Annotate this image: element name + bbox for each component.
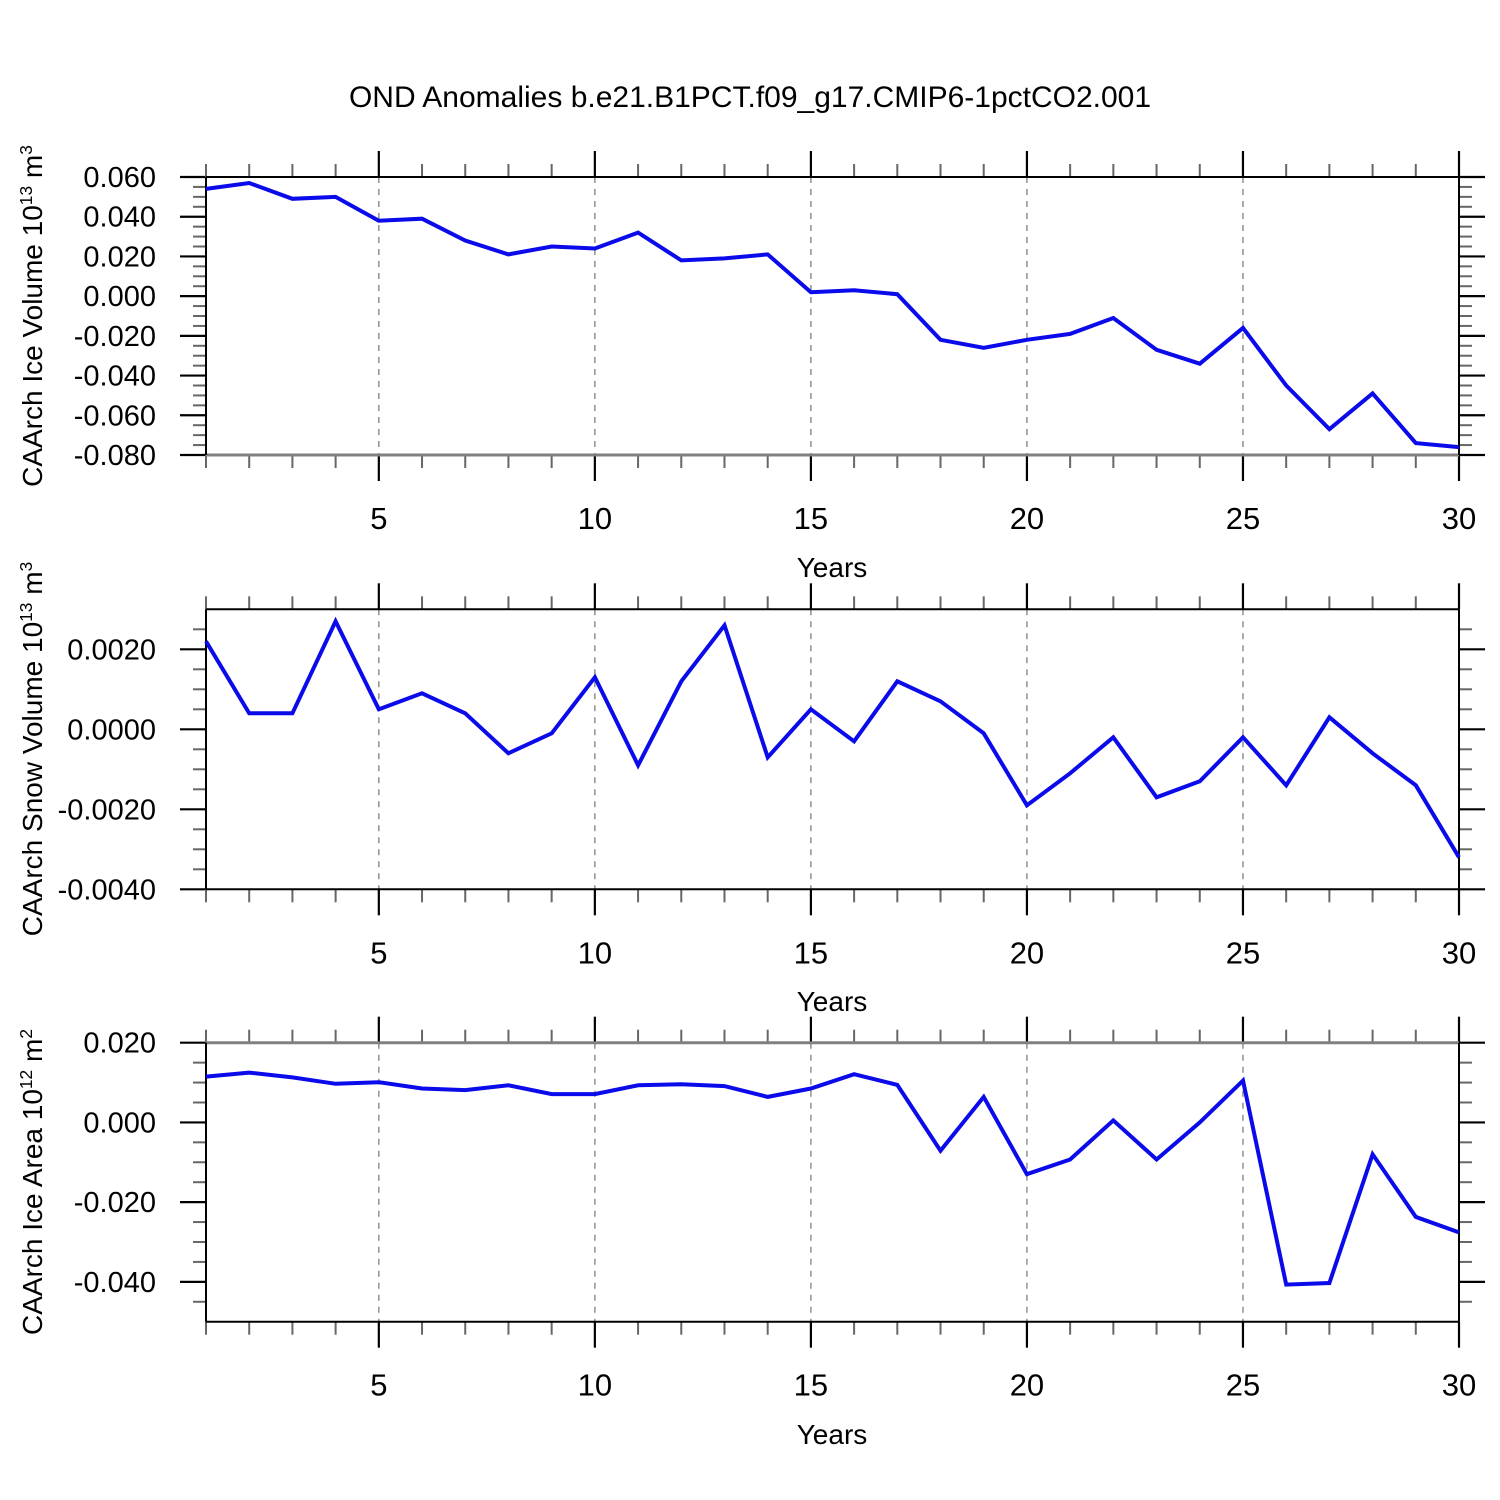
y-axis-title-text: m — [17, 154, 48, 186]
x-tick-label: 30 — [1442, 1368, 1476, 1403]
x-tick-label: 20 — [1010, 1368, 1044, 1403]
y-axis-title-superscript: 3 — [16, 561, 37, 572]
data-line-ice-area — [205, 1070, 1460, 1287]
y-axis-title-text: CAArch Snow Volume 10 — [17, 621, 48, 937]
x-tick-label: 20 — [1010, 935, 1044, 970]
y-tick-label: 0.000 — [83, 1107, 156, 1139]
x-tick-label: 30 — [1442, 935, 1476, 970]
data-line-ice-volume — [205, 180, 1460, 450]
x-axis-title-panel1: Years — [796, 552, 868, 583]
x-tick-label: 15 — [794, 501, 828, 536]
y-tick-label: 0.0020 — [67, 634, 156, 666]
data-line-snow-volume — [204, 616, 1461, 859]
x-tick-label: 5 — [370, 935, 387, 970]
x-tick-label: 5 — [370, 1368, 387, 1403]
panel-ice-volume: 0.060 0.040 0.020 0.000 -0.020 -0.040 -0.060 -0… — [74, 151, 1485, 536]
x-tick-label: 10 — [578, 935, 612, 970]
x-tick-label: 25 — [1226, 1368, 1260, 1403]
y-axis-title-superscript: 12 — [16, 1069, 37, 1090]
x-tick-label: 25 — [1226, 935, 1260, 970]
y-tick-label: -0.020 — [74, 1187, 156, 1219]
y-tick-label: 0.000 — [83, 281, 156, 313]
y-tick-label: -0.040 — [74, 1267, 156, 1299]
x-tick-label: 5 — [370, 501, 387, 536]
y-tick-label: -0.040 — [74, 361, 156, 393]
x-tick-label: 30 — [1442, 501, 1476, 536]
chart-title: OND Anomalies b.e21.B1PCT.f09_g17.CMIP6-… — [348, 81, 1152, 114]
y-tick-label: -0.0020 — [58, 794, 156, 826]
x-tick-label: 25 — [1226, 501, 1260, 536]
x-tick-label: 15 — [794, 1368, 828, 1403]
y-axis-title-text: CAArch Ice Volume 10 — [17, 205, 48, 487]
x-axis-title-panel2: Years — [796, 986, 868, 1017]
x-tick-label: 10 — [578, 501, 612, 536]
panel-snow-volume: 0.0020 0.0000 -0.0020 -0.0040 5 10 15 20 25 30 — [58, 583, 1485, 970]
y-tick-label: -0.0040 — [58, 874, 156, 906]
y-tick-label: 0.060 — [83, 162, 156, 194]
y-tick-label: 0.020 — [83, 1028, 156, 1060]
y-tick-label: 0.0000 — [67, 714, 156, 746]
y-axis-title-text: CAArch Ice Area 10 — [17, 1089, 48, 1335]
panel-ice-area: 0.020 0.000 -0.020 -0.040 5 10 15 20 25 30 — [74, 1016, 1485, 1403]
x-tick-label: 15 — [794, 935, 828, 970]
y-axis-title-text: m — [17, 571, 48, 603]
y-axis-title-text: m — [17, 1038, 48, 1070]
x-axis-title-panel3: Years — [796, 1419, 868, 1450]
y-axis-title-superscript: 13 — [16, 185, 37, 206]
y-tick-label: 0.020 — [83, 241, 156, 273]
y-tick-label: -0.080 — [74, 440, 156, 472]
x-tick-label: 10 — [578, 1368, 612, 1403]
y-tick-label: 0.040 — [83, 202, 156, 234]
y-tick-label: -0.060 — [74, 400, 156, 432]
y-tick-label: -0.020 — [74, 321, 156, 353]
y-axis-title-ice-area: CAArch Ice Area 1012 m2 — [11, 902, 55, 1462]
x-tick-label: 20 — [1010, 501, 1044, 536]
y-axis-title-superscript: 13 — [16, 602, 37, 622]
y-axis-title-superscript: 2 — [16, 1029, 37, 1039]
y-axis-title-superscript: 3 — [16, 145, 37, 155]
